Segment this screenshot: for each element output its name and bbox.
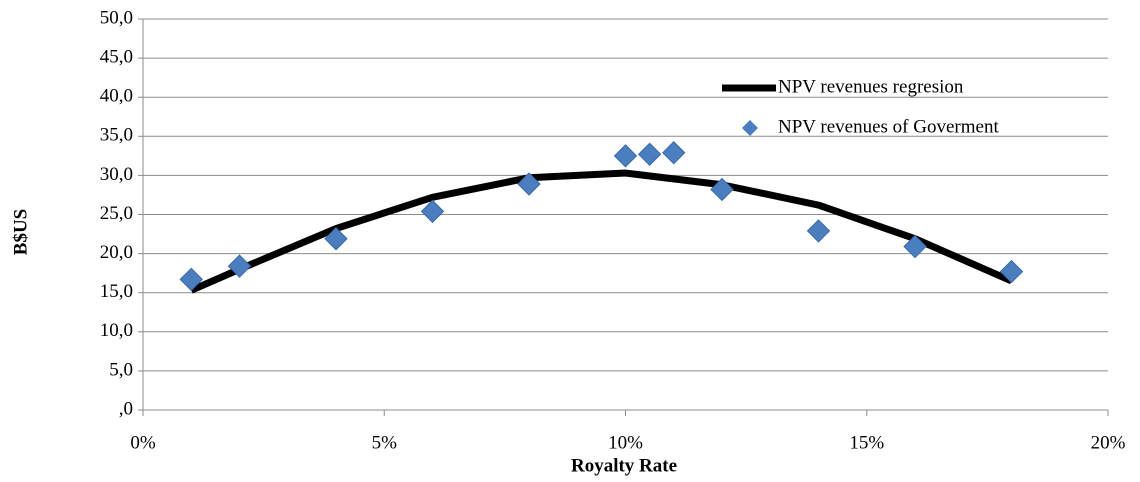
- y-tick-label: 20,0: [100, 242, 133, 263]
- data-point: [227, 254, 252, 278]
- y-tick-label: ,0: [119, 398, 133, 419]
- y-tick-label: 25,0: [100, 203, 133, 224]
- data-point: [324, 227, 348, 251]
- y-axis-label: B$US: [10, 209, 31, 255]
- x-tick-label: 0%: [130, 432, 156, 453]
- data-point: [806, 219, 831, 243]
- data-point: [420, 199, 445, 224]
- y-tick-label: 40,0: [100, 86, 133, 107]
- data-point: [517, 172, 541, 196]
- x-tick-label: 20%: [1091, 432, 1126, 453]
- y-tick-label: 5,0: [109, 359, 133, 380]
- y-tick-label: 50,0: [100, 7, 133, 28]
- legend-marker: [742, 120, 758, 136]
- data-point: [613, 144, 638, 168]
- x-tick-label: 5%: [372, 432, 398, 453]
- y-tick-label: 45,0: [100, 46, 133, 67]
- y-tick-label: 10,0: [100, 320, 133, 341]
- y-tick-label: 15,0: [100, 281, 133, 302]
- data-point: [662, 141, 686, 165]
- y-tick-label: 35,0: [100, 125, 133, 146]
- x-tick-label: 15%: [849, 432, 884, 453]
- legend-label: NPV revenues regresion: [778, 76, 964, 97]
- x-tick-label: 10%: [608, 432, 643, 453]
- data-point: [999, 259, 1024, 284]
- data-point: [637, 142, 662, 166]
- regression-line: [189, 169, 1013, 294]
- data-point: [903, 234, 927, 259]
- data-point: [710, 177, 734, 202]
- y-tick-label: 30,0: [100, 164, 133, 185]
- data-point: [179, 267, 203, 292]
- x-axis-label: Royalty Rate: [571, 455, 677, 476]
- legend-label: NPV revenues of Goverment: [778, 116, 999, 137]
